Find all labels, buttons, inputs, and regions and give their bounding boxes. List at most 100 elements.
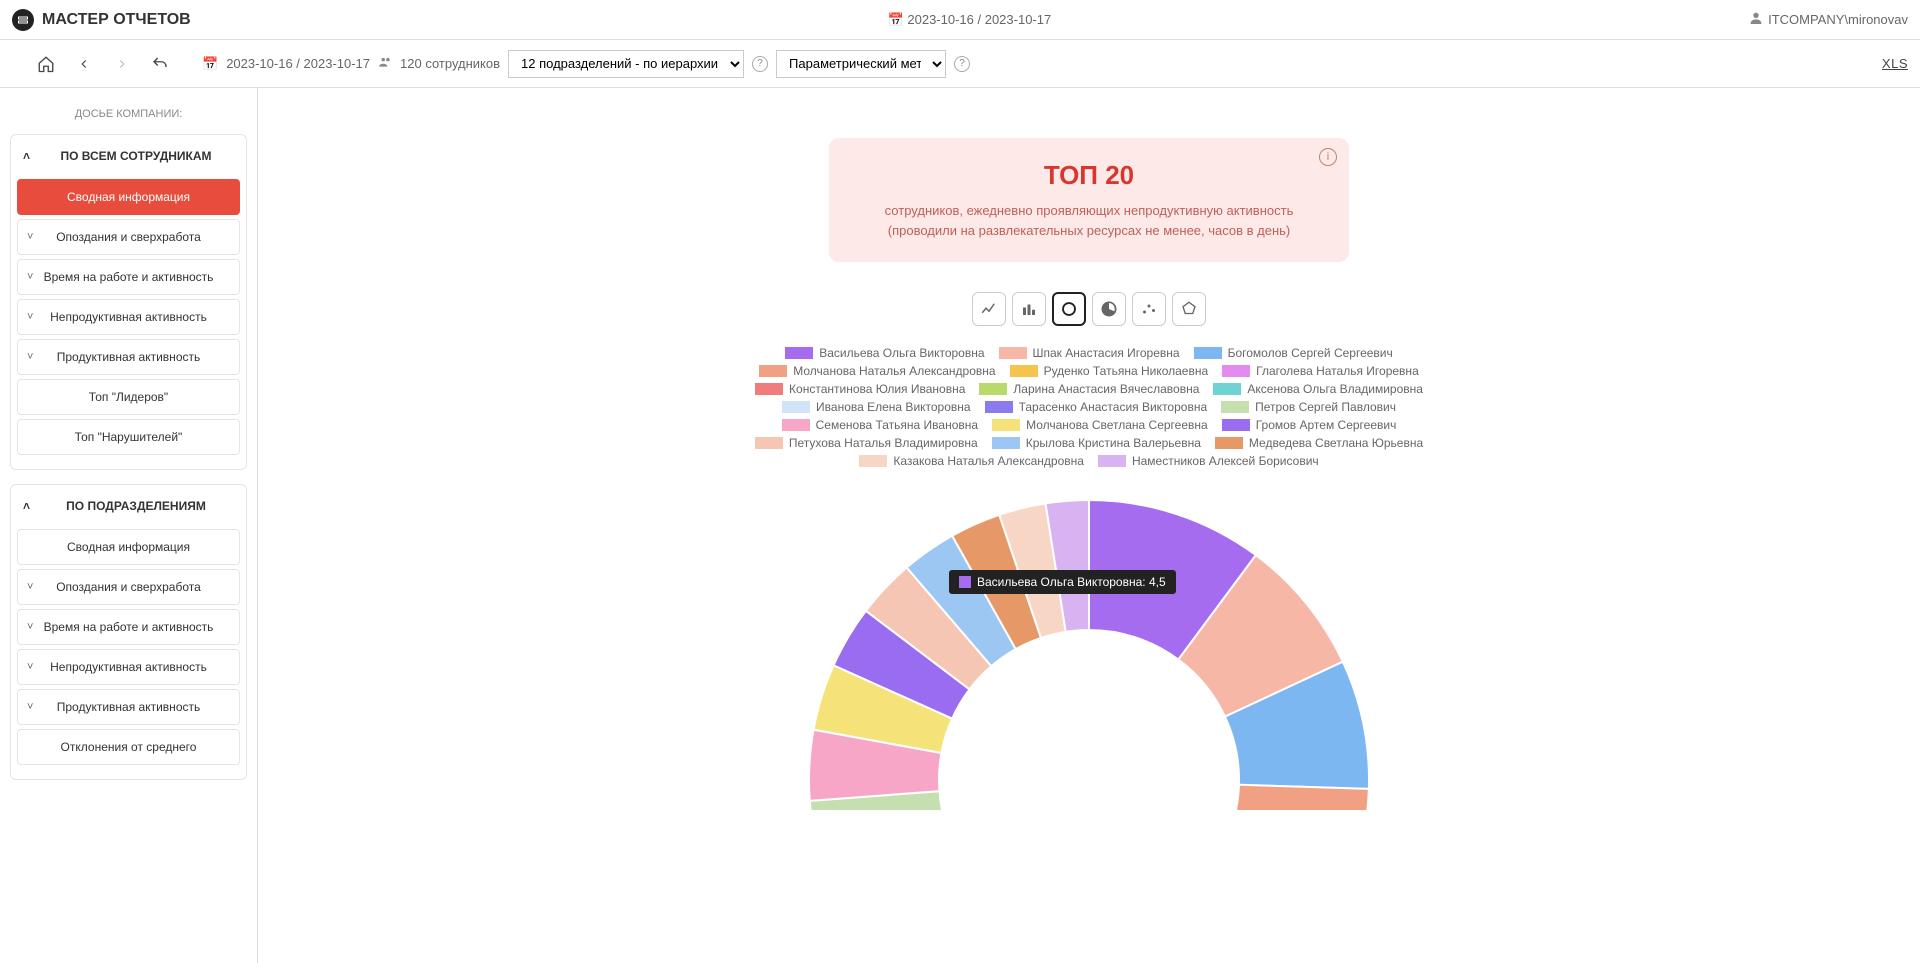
legend-label: Тарасенко Анастасия Викторовна bbox=[1019, 400, 1208, 414]
donut-slice[interactable] bbox=[1224, 785, 1369, 810]
legend-swatch bbox=[785, 347, 813, 359]
sidebar-item[interactable]: Сводная информация bbox=[17, 179, 240, 215]
undo-button[interactable] bbox=[150, 54, 170, 74]
user-name: ITCOMPANY\mironovav bbox=[1768, 12, 1908, 27]
method-select[interactable]: Параметрический метод bbox=[776, 50, 946, 78]
legend-item[interactable]: Ларина Анастасия Вячеславовна bbox=[979, 382, 1199, 396]
legend-swatch bbox=[859, 455, 887, 467]
legend-swatch bbox=[1221, 401, 1249, 413]
chevron-up-icon: ˄ bbox=[23, 499, 30, 513]
legend-label: Ларина Анастасия Вячеславовна bbox=[1013, 382, 1199, 396]
group-title[interactable]: ˄ ПО ВСЕМ СОТРУДНИКАМ bbox=[17, 145, 240, 175]
sidebar-item[interactable]: Отклонения от среднего bbox=[17, 729, 240, 765]
toolbar: 📅 2023-10-16 / 2023-10-17 120 сотруднико… bbox=[0, 40, 1920, 88]
legend-label: Иванова Елена Викторовна bbox=[816, 400, 971, 414]
legend-item[interactable]: Петров Сергей Павлович bbox=[1221, 400, 1396, 414]
forward-button[interactable] bbox=[112, 54, 132, 74]
legend-swatch bbox=[755, 383, 783, 395]
legend-item[interactable]: Шпак Анастасия Игоревна bbox=[999, 346, 1180, 360]
legend-swatch bbox=[999, 347, 1027, 359]
xls-export[interactable]: XLS bbox=[1882, 56, 1908, 71]
dept-select[interactable]: 12 подразделений - по иерархии bbox=[508, 50, 744, 78]
legend-item[interactable]: Тарасенко Анастасия Викторовна bbox=[985, 400, 1208, 414]
main-panel: i ТОП 20 сотрудников, ежедневно проявляю… bbox=[258, 88, 1920, 963]
legend-item[interactable]: Семенова Татьяна Ивановна bbox=[782, 418, 978, 432]
legend-swatch bbox=[1215, 437, 1243, 449]
sidebar-item[interactable]: Опоздания и сверхработа bbox=[17, 569, 240, 605]
back-button[interactable] bbox=[74, 54, 94, 74]
legend-item[interactable]: Медведева Светлана Юрьевна bbox=[1215, 436, 1423, 450]
sidebar-item[interactable]: Непродуктивная активность bbox=[17, 299, 240, 335]
legend-item[interactable]: Иванова Елена Викторовна bbox=[782, 400, 971, 414]
chart-tooltip: Васильева Ольга Викторовна: 4,5 bbox=[949, 570, 1176, 594]
legend-label: Петров Сергей Павлович bbox=[1255, 400, 1396, 414]
chart-line-icon[interactable] bbox=[972, 292, 1006, 326]
legend-item[interactable]: Молчанова Светлана Сергеевна bbox=[992, 418, 1208, 432]
legend-item[interactable]: Глаголева Наталья Игоревна bbox=[1222, 364, 1419, 378]
chart-donut-icon[interactable] bbox=[1052, 292, 1086, 326]
user-block[interactable]: ITCOMPANY\mironovav bbox=[1748, 10, 1908, 29]
sidebar-item[interactable]: Непродуктивная активность bbox=[17, 649, 240, 685]
chart-radar-icon[interactable] bbox=[1172, 292, 1206, 326]
home-button[interactable] bbox=[36, 54, 56, 74]
legend-swatch bbox=[1194, 347, 1222, 359]
legend-swatch bbox=[782, 419, 810, 431]
help-icon[interactable]: ? bbox=[954, 56, 970, 72]
sidebar-heading: ДОСЬЕ КОМПАНИИ: bbox=[10, 100, 247, 134]
group-title[interactable]: ˄ ПО ПОДРАЗДЕЛЕНИЯМ bbox=[17, 495, 240, 525]
legend-item[interactable]: Руденко Татьяна Николаевна bbox=[1010, 364, 1209, 378]
legend-item[interactable]: Аксенова Ольга Владимировна bbox=[1213, 382, 1423, 396]
chart-pie-icon[interactable] bbox=[1092, 292, 1126, 326]
legend-swatch bbox=[992, 419, 1020, 431]
chart-bar-icon[interactable] bbox=[1012, 292, 1046, 326]
legend-swatch bbox=[985, 401, 1013, 413]
legend-swatch bbox=[782, 401, 810, 413]
sidebar-item[interactable]: Сводная информация bbox=[17, 529, 240, 565]
legend-label: Руденко Татьяна Николаевна bbox=[1044, 364, 1209, 378]
sidebar-item[interactable]: Продуктивная активность bbox=[17, 339, 240, 375]
chevron-down-icon: ˅ bbox=[27, 271, 33, 283]
sidebar-item[interactable]: Топ "Нарушителей" bbox=[17, 419, 240, 455]
chart-scatter-icon[interactable] bbox=[1132, 292, 1166, 326]
hero-line2: (проводили на развлекательных ресурсах н… bbox=[888, 223, 1291, 238]
sidebar-item[interactable]: Продуктивная активность bbox=[17, 689, 240, 725]
chart-legend: Васильева Ольга Викторовна Шпак Анастасия… bbox=[739, 346, 1439, 468]
hero-line1: сотрудников, ежедневно проявляющих непро… bbox=[885, 203, 1294, 218]
sidebar-item[interactable]: Опоздания и сверхработа bbox=[17, 219, 240, 255]
legend-label: Медведева Светлана Юрьевна bbox=[1249, 436, 1423, 450]
sidebar-item[interactable]: Топ "Лидеров" bbox=[17, 379, 240, 415]
legend-item[interactable]: Васильева Ольга Викторовна bbox=[785, 346, 984, 360]
chevron-down-icon: ˅ bbox=[27, 231, 33, 243]
legend-swatch bbox=[755, 437, 783, 449]
help-icon[interactable]: ? bbox=[752, 56, 768, 72]
chevron-down-icon: ˅ bbox=[27, 661, 33, 673]
chevron-down-icon: ˅ bbox=[27, 351, 33, 363]
legend-item[interactable]: Наместников Алексей Борисович bbox=[1098, 454, 1319, 468]
sidebar-item[interactable]: Время на работе и активность bbox=[17, 259, 240, 295]
legend-item[interactable]: Константинова Юлия Ивановна bbox=[755, 382, 965, 396]
sidebar-item[interactable]: Время на работе и активность bbox=[17, 609, 240, 645]
info-icon[interactable]: i bbox=[1319, 148, 1337, 166]
legend-label: Молчанова Наталья Александровна bbox=[793, 364, 995, 378]
legend-item[interactable]: Громов Артем Сергеевич bbox=[1222, 418, 1397, 432]
donut-chart[interactable]: Васильева Ольга Викторовна: 4,5 bbox=[789, 480, 1389, 810]
filter-date[interactable]: 2023-10-16 / 2023-10-17 bbox=[226, 56, 370, 71]
top-date-text: 2023-10-16 / 2023-10-17 bbox=[907, 12, 1051, 27]
legend-item[interactable]: Богомолов Сергей Сергеевич bbox=[1194, 346, 1393, 360]
legend-item[interactable]: Петухова Наталья Владимировна bbox=[755, 436, 978, 450]
app-logo: МАСТЕР ОТЧЕТОВ bbox=[12, 9, 191, 31]
legend-label: Петухова Наталья Владимировна bbox=[789, 436, 978, 450]
legend-label: Васильева Ольга Викторовна bbox=[819, 346, 984, 360]
legend-label: Громов Артем Сергеевич bbox=[1256, 418, 1397, 432]
legend-item[interactable]: Казакова Наталья Александровна bbox=[859, 454, 1084, 468]
legend-item[interactable]: Молчанова Наталья Александровна bbox=[759, 364, 995, 378]
legend-swatch bbox=[1222, 365, 1250, 377]
legend-label: Наместников Алексей Борисович bbox=[1132, 454, 1319, 468]
legend-item[interactable]: Крылова Кристина Валерьевна bbox=[992, 436, 1201, 450]
sidebar-group-departments: ˄ ПО ПОДРАЗДЕЛЕНИЯМ Сводная информация ˅ О… bbox=[10, 484, 247, 780]
user-icon bbox=[1748, 10, 1764, 29]
sidebar-group-employees: ˄ ПО ВСЕМ СОТРУДНИКАМ Сводная информация… bbox=[10, 134, 247, 470]
legend-swatch bbox=[992, 437, 1020, 449]
chevron-down-icon: ˅ bbox=[27, 701, 33, 713]
calendar-icon: 📅 bbox=[888, 12, 904, 27]
